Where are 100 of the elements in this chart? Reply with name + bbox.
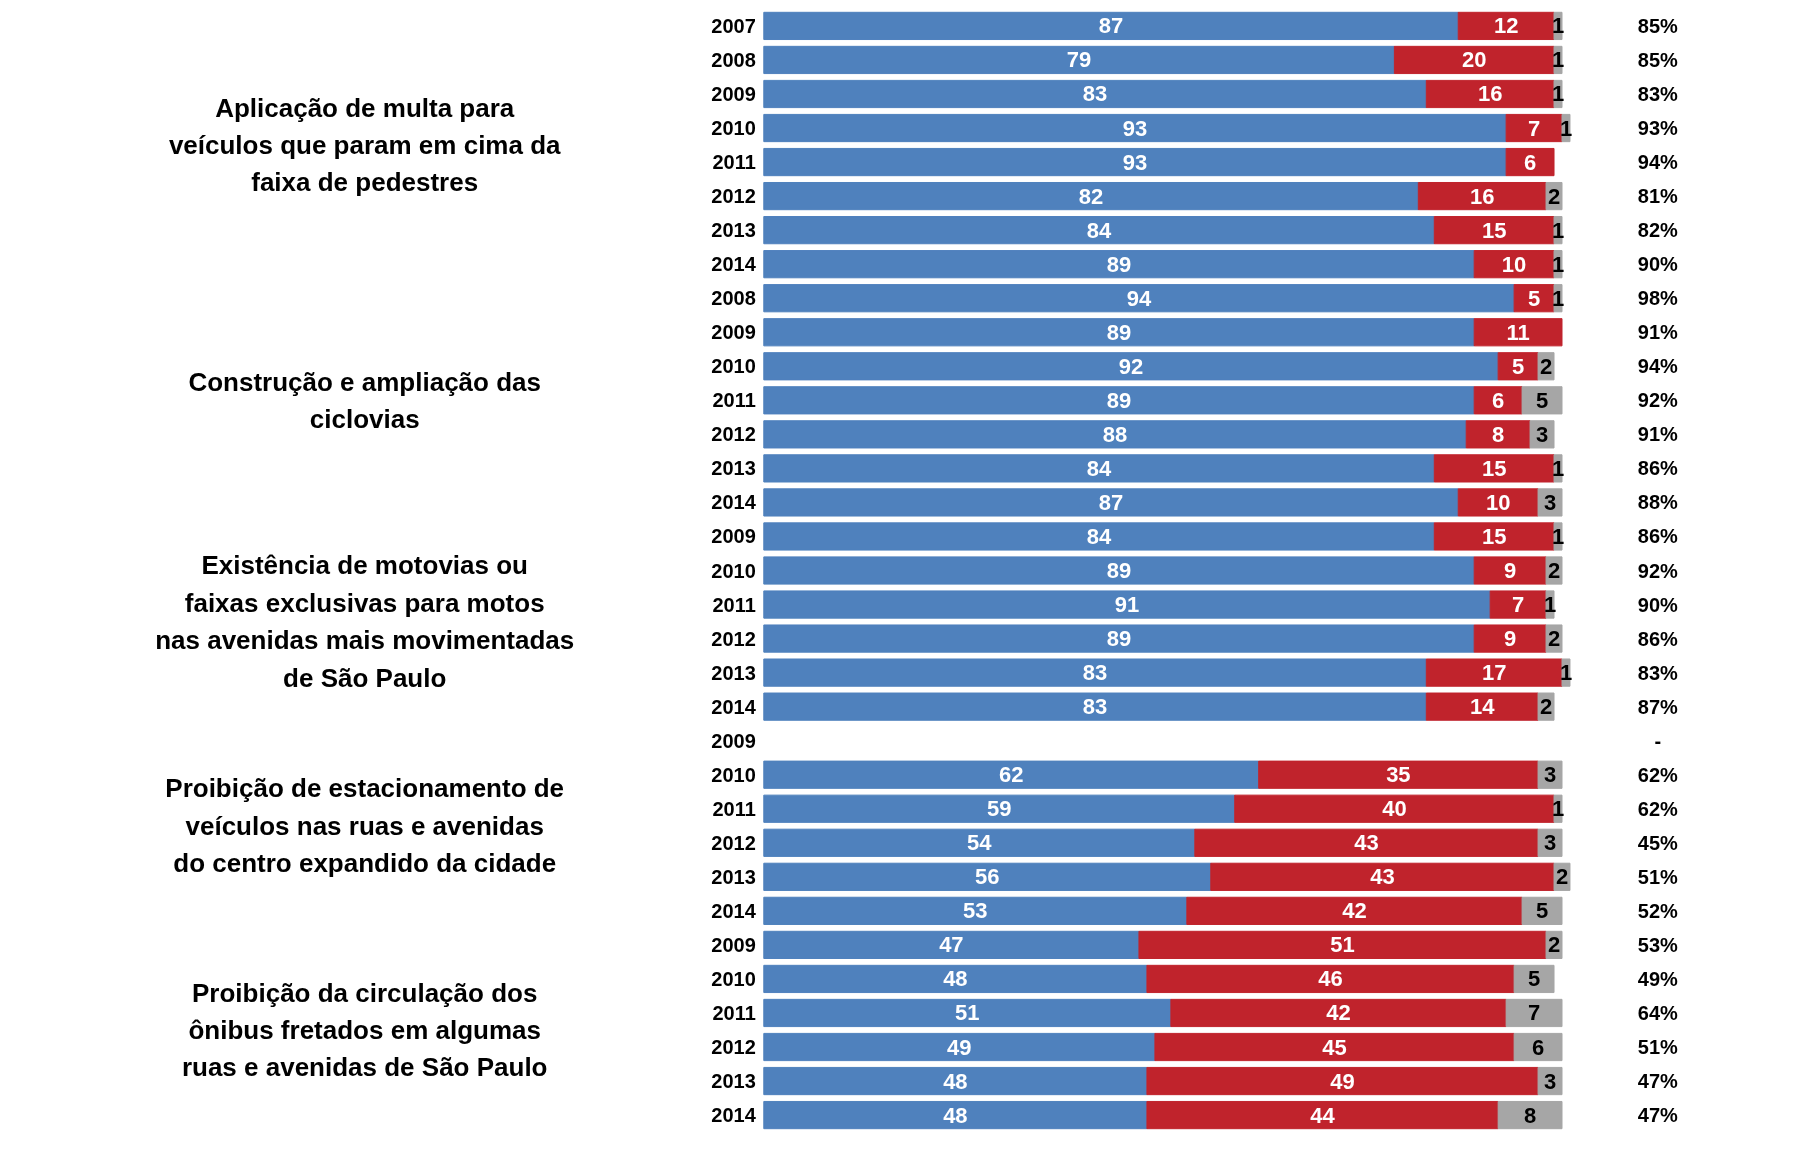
y-tick-label: 2011 xyxy=(712,797,756,820)
bar xyxy=(1194,828,1539,857)
y-tick-label: 2007 xyxy=(711,14,756,37)
text: Existência de motovias ou faixas exclusivas para motos nas avenidas mais movimentadas de São Paulo xyxy=(155,550,575,693)
data-label: 83 xyxy=(1082,660,1108,686)
data-label: 42 xyxy=(1326,1000,1351,1026)
data-label: 15 xyxy=(1481,523,1507,549)
bar xyxy=(1433,522,1555,551)
y-tick-label: 2009 xyxy=(711,321,756,344)
data-label: 87 xyxy=(1098,489,1124,515)
data-label: 84 xyxy=(1086,217,1113,243)
data-label: 5 xyxy=(1527,285,1541,311)
data-label: 93 xyxy=(1122,115,1148,141)
bar xyxy=(763,147,1507,177)
text: Construção e ampliação das ciclovias xyxy=(188,366,541,435)
data-label: 3 xyxy=(1535,421,1549,447)
data-label: 59 xyxy=(987,796,1012,822)
text: 93% xyxy=(1637,117,1679,140)
bar xyxy=(1417,181,1547,211)
text: 62% xyxy=(1637,797,1679,820)
data-label: 79 xyxy=(1066,47,1092,73)
data-label: 2 xyxy=(1539,353,1553,379)
y-tick-label: 2010 xyxy=(711,117,756,140)
y-tick-label: 2013 xyxy=(711,457,756,480)
data-label: 7 xyxy=(1511,592,1525,618)
text: 81% xyxy=(1637,185,1679,208)
y-tick-label: 2013 xyxy=(711,865,756,888)
text: 86% xyxy=(1637,627,1679,650)
text: 53% xyxy=(1637,933,1679,956)
text: 49% xyxy=(1637,967,1679,990)
data-label: 35 xyxy=(1386,762,1411,788)
data-label: 1 xyxy=(1551,523,1565,549)
data-label: 3 xyxy=(1543,489,1557,515)
data-label: 10 xyxy=(1485,489,1511,515)
data-label: 9 xyxy=(1504,626,1517,652)
data-label: 2 xyxy=(1547,558,1561,583)
bar xyxy=(1186,896,1523,925)
y-tick-label: 2014 xyxy=(711,695,757,718)
bar xyxy=(763,862,1212,891)
data-label: 1 xyxy=(1551,47,1565,73)
text: 91% xyxy=(1637,423,1679,446)
data-label: 7 xyxy=(1527,1000,1541,1026)
bar xyxy=(1425,692,1539,721)
bar xyxy=(1489,590,1547,619)
bar xyxy=(1473,624,1547,653)
y-tick-label: 2009 xyxy=(711,729,756,752)
bar xyxy=(763,1032,1156,1062)
bar xyxy=(763,658,1427,687)
data-label: 1 xyxy=(1551,455,1565,481)
data-label: 11 xyxy=(1506,319,1530,345)
data-label: 49 xyxy=(947,1034,972,1060)
data-label: 1 xyxy=(1551,796,1565,822)
bar xyxy=(1258,760,1539,789)
bar xyxy=(763,386,1475,415)
data-label: 2 xyxy=(1547,626,1561,652)
data-label: 3 xyxy=(1543,1068,1557,1094)
y-tick-label: 2011 xyxy=(712,389,756,412)
data-label: 1 xyxy=(1551,217,1565,243)
data-label: 84 xyxy=(1086,523,1113,549)
y-tick-label: 2013 xyxy=(711,661,756,684)
text: 94% xyxy=(1637,355,1679,378)
text: Proibição de estacionamento de veículos nas ruas e avenidas do centro expandido da cidade xyxy=(165,773,565,879)
y-tick-label: 2012 xyxy=(711,1036,756,1059)
data-label: 56 xyxy=(975,864,1000,890)
bar xyxy=(1146,1100,1499,1130)
data-label: 3 xyxy=(1543,830,1557,856)
text: Aplicação de multa para veículos que param em cima da faixa de pedestres xyxy=(168,92,562,198)
data-label: 6 xyxy=(1523,149,1537,175)
y-tick-label: 2014 xyxy=(711,899,757,922)
data-label: 1 xyxy=(1551,285,1565,311)
data-label: 42 xyxy=(1342,898,1367,924)
y-tick-label: 2011 xyxy=(712,151,756,174)
y-tick-label: 2012 xyxy=(711,185,756,208)
text: 47% xyxy=(1637,1104,1679,1127)
data-label: 5 xyxy=(1527,966,1541,992)
data-label: 45 xyxy=(1322,1034,1347,1060)
y-tick-label: 2010 xyxy=(711,355,756,378)
data-label: 87 xyxy=(1098,13,1124,39)
data-label: 2 xyxy=(1539,694,1553,720)
data-label: 3 xyxy=(1543,762,1557,788)
bar xyxy=(1457,488,1539,517)
text: 82% xyxy=(1637,219,1679,242)
text: 47% xyxy=(1637,1070,1679,1093)
bar xyxy=(1473,556,1547,585)
data-label: 6 xyxy=(1492,387,1505,413)
data-label: 1 xyxy=(1551,251,1565,277)
bar xyxy=(1146,1066,1539,1096)
data-label: 8 xyxy=(1492,421,1505,447)
y-tick-label: 2009 xyxy=(711,525,756,548)
data-label: 15 xyxy=(1481,217,1507,243)
data-label: 54 xyxy=(967,830,993,856)
bar xyxy=(1497,352,1539,381)
bar xyxy=(763,998,1172,1028)
text: 62% xyxy=(1637,763,1679,786)
data-label: 2 xyxy=(1547,932,1561,958)
y-tick-label: 2010 xyxy=(711,763,756,786)
text: 83% xyxy=(1637,82,1679,105)
text: 90% xyxy=(1637,593,1679,616)
text: 87% xyxy=(1637,695,1679,718)
bar xyxy=(1505,147,1555,177)
